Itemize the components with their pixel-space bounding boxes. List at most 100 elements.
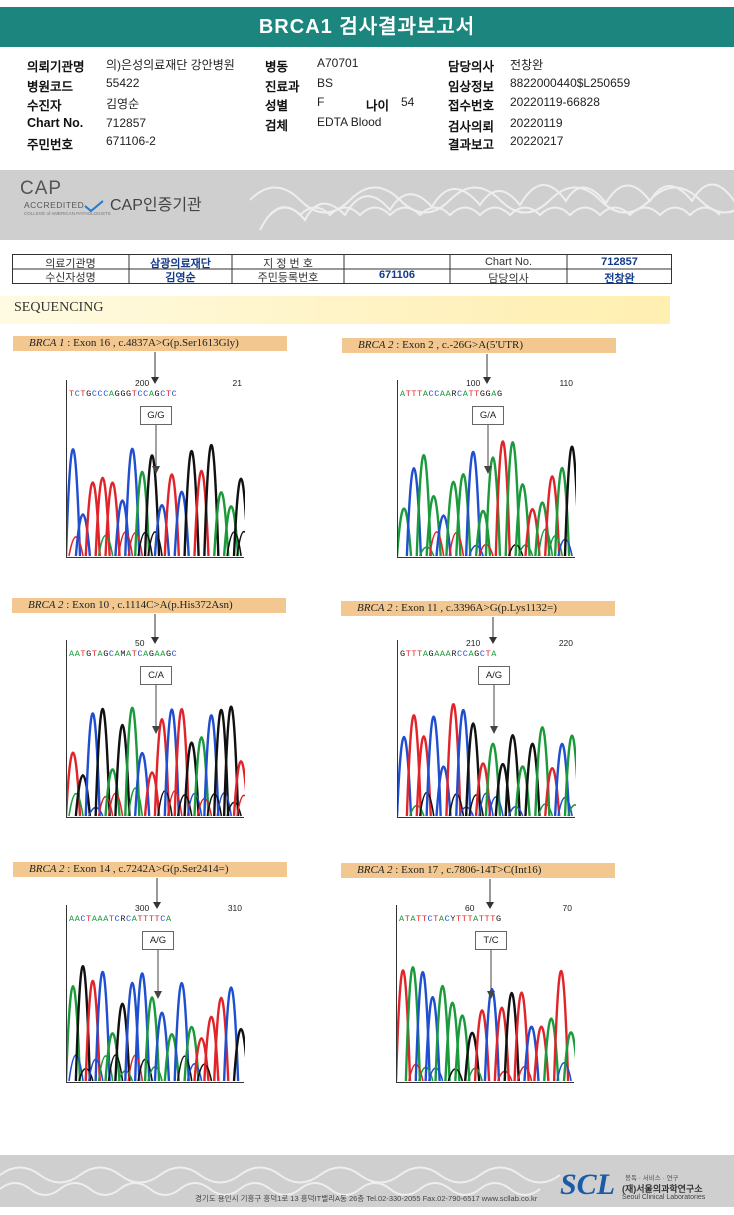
position-tick: 310 <box>227 903 242 913</box>
trace-peaks <box>67 705 245 817</box>
inst-value: 삼광의료재단 <box>150 258 211 270</box>
report-label: 결과보고 <box>448 138 495 152</box>
genotype-box: G/A <box>472 406 504 425</box>
chart-value: 712857 <box>601 256 638 268</box>
chromatogram: 100 110 ATTTACCAARCATTGGAG G/A <box>397 378 576 558</box>
variant-label: BRCA 2 : Exon 10 , c.1114C>A(p.His372Asn… <box>12 598 286 613</box>
variant-description: : Exon 16 , c.4837A>G(p.Ser1613Gly) <box>64 337 239 349</box>
sex-label: 성별 <box>265 99 289 113</box>
cap-logo: CAP <box>20 178 63 199</box>
variant-marker-line <box>152 682 160 734</box>
request-value: 20220119 <box>510 116 563 130</box>
chromatogram: 300 310 AACTAAATCRCATTTTCA A/G <box>66 903 245 1083</box>
position-tick: 110 <box>559 378 573 388</box>
clinical-label: 임상정보 <box>448 80 495 94</box>
cap-college: COLLEGE of AMERICAN PATHOLOGISTS <box>24 211 111 216</box>
position-tick: 50 <box>135 638 145 648</box>
hospital-code-value: 55422 <box>106 76 140 90</box>
chromatogram: 50 AATGTAGCAMATCAGAAGC C/A <box>66 638 245 818</box>
variant-gene: BRCA 2 <box>357 864 393 876</box>
genotype-box: A/G <box>142 931 174 950</box>
variant-marker-line <box>152 422 160 474</box>
chromatogram: 60 70 ATATTCTACYTTTATTTG T/C <box>396 903 575 1083</box>
variant-label: BRCA 2 : Exon 17 , c.7806-14T>C(Int16) <box>341 863 615 878</box>
name-value: 김영순 <box>165 272 196 284</box>
dept-label: 진료과 <box>265 80 300 94</box>
ward-label: 병동 <box>265 60 289 74</box>
variant-label: BRCA 1 : Exon 16 , c.4837A>G(p.Ser1613Gl… <box>13 336 287 351</box>
variant-label: BRCA 2 : Exon 11 , c.3396A>G(p.Lys1132=) <box>341 601 615 616</box>
variant-gene: BRCA 2 <box>358 339 394 351</box>
genotype-box: C/A <box>140 666 172 685</box>
checkmark-icon <box>84 200 104 212</box>
footer-band <box>0 1155 734 1207</box>
pointer-arrow-icon <box>483 354 491 384</box>
variant-description: : Exon 10 , c.1114C>A(p.His372Asn) <box>63 599 233 611</box>
base-sequence: ATTTACCAARCATTGGAG <box>400 389 503 399</box>
clinical-value: 8822000440$L250659 <box>510 76 631 90</box>
specimen-label: 검체 <box>265 119 289 133</box>
position-tick: 21 <box>232 378 242 388</box>
receipt-label: 접수번호 <box>448 99 495 113</box>
trace-peaks <box>67 443 245 557</box>
variant-label: BRCA 2 : Exon 2 , c.-26G>A(5'UTR) <box>342 338 616 353</box>
variant-description: : Exon 2 , c.-26G>A(5'UTR) <box>393 339 524 351</box>
chart-no-label: Chart No. <box>27 116 84 130</box>
hospital-label: 의뢰기관명 <box>27 60 85 74</box>
hospital-code-label: 병원코드 <box>27 80 74 94</box>
scl-english-name: Seoul Clinical Laboratories <box>622 1194 706 1201</box>
recipient-value: 김영순 <box>106 97 140 111</box>
trace-peaks <box>397 966 575 1082</box>
chart-label: Chart No. <box>484 256 533 268</box>
trace-peaks <box>398 702 576 817</box>
pointer-arrow-icon <box>151 352 159 384</box>
doctor-value: 전창완 <box>510 58 544 72</box>
scl-tagline: 봉독 · 서비스 · 연구 <box>625 1175 679 1182</box>
doc-value: 전창완 <box>604 273 635 285</box>
resident-no-value: 671106-2 <box>106 134 156 148</box>
dept-value: BS <box>317 76 334 90</box>
scl-logo: SCL <box>560 1168 616 1201</box>
doctor-label: 담당의사 <box>448 60 495 74</box>
position-tick: 220 <box>558 638 573 648</box>
recipient-label: 수진자 <box>27 99 62 113</box>
patient-table-grid <box>12 254 672 284</box>
pointer-arrow-icon <box>151 614 159 644</box>
variant-description: : Exon 14 , c.7242A>G(p.Ser2414=) <box>64 863 229 875</box>
base-sequence: ATATTCTACYTTTATTTG <box>399 914 502 924</box>
reg-label: 주민등록번호 <box>257 272 319 284</box>
cloud-pattern-icon <box>249 183 734 231</box>
section-title: SEQUENCING <box>14 300 104 315</box>
pointer-arrow-icon <box>153 878 161 909</box>
doc-label: 담당의사 <box>488 273 529 285</box>
position-tick: 210 <box>466 638 481 648</box>
sex-value: F <box>317 95 325 109</box>
name-label: 수신자성명 <box>45 272 96 284</box>
age-label: 나이 <box>366 99 390 113</box>
base-sequence: AACTAAATCRCATTTTCA <box>69 914 172 924</box>
reg-value: 671106 <box>378 269 416 281</box>
variant-description: : Exon 17 , c.7806-14T>C(Int16) <box>392 864 542 876</box>
genotype-box: T/C <box>475 931 507 950</box>
cap-banner: CAP ACCREDITED COLLEGE of AMERICAN PATHO… <box>0 170 734 240</box>
request-label: 검사의뢰 <box>448 120 495 134</box>
specimen-value: EDTA Blood <box>317 115 382 129</box>
genotype-box: G/G <box>140 406 172 425</box>
sequencing-bar <box>0 296 670 324</box>
variant-marker-line <box>487 947 495 999</box>
footer-cloud-pattern <box>0 1166 561 1196</box>
position-tick: 60 <box>465 903 475 913</box>
inst-label: 의료기관명 <box>45 258 96 270</box>
variant-marker-line <box>490 682 498 734</box>
trace-peaks <box>67 965 245 1082</box>
trace-peaks <box>398 440 576 557</box>
report-title: BRCA1 검사결과보고서 <box>0 7 734 47</box>
position-tick: 100 <box>466 378 481 388</box>
cap-certified-text: CAP인증기관 <box>110 197 202 214</box>
base-sequence: AATGTAGCAMATCAGAAGC <box>69 649 178 659</box>
designated-label: 지 정 번 호 <box>263 258 313 270</box>
pointer-arrow-icon <box>486 879 494 909</box>
variant-description: : Exon 11 , c.3396A>G(p.Lys1132=) <box>392 602 557 614</box>
scl-korean-name: (재)서울의과학연구소 <box>622 1184 703 1194</box>
patient-table: 의료기관명 삼광의료재단 지 정 번 호 Chart No. 712857 수신… <box>12 254 672 285</box>
